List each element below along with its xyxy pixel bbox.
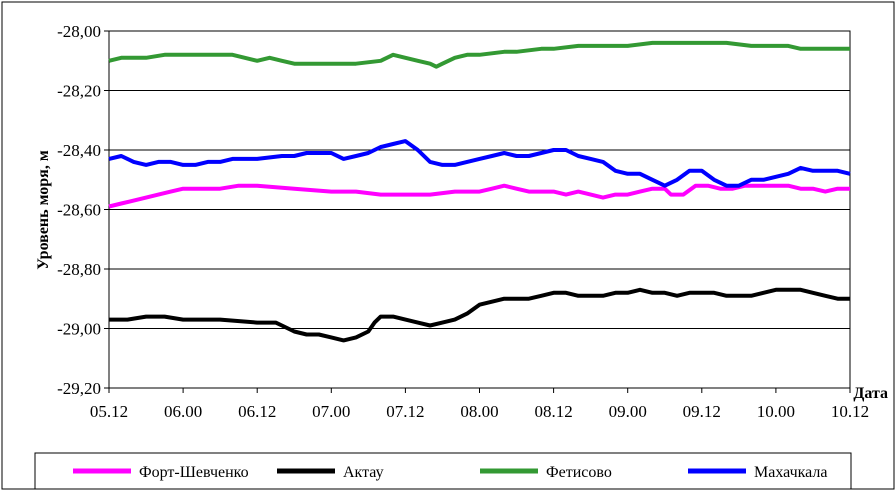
x-tick-label: 06.00 — [164, 402, 202, 421]
y-tick-label: -28,40 — [57, 141, 101, 160]
series-line-3 — [108, 40, 850, 69]
x-tick-label: 07.12 — [386, 402, 424, 421]
x-tick-label: 10.12 — [831, 402, 869, 421]
y-axis-label: Уровень моря, м — [35, 150, 52, 270]
y-tick-label: -28,80 — [57, 260, 101, 279]
series — [108, 40, 851, 343]
legend-label: Форт-Шевченко — [139, 464, 249, 481]
y-axis-ticks: -28,00 -28,20 -28,40 -28,60 -28,80 -29,00 -29,… — [57, 22, 109, 398]
y-tick-label: -29,20 — [57, 379, 101, 398]
y-tick-label: -28,20 — [57, 82, 101, 101]
y-tick-label: -28,60 — [57, 201, 101, 220]
x-axis-ticks: 05.12 06.00 06.12 07.00 07.12 08.00 08.12 09.00… — [90, 388, 869, 421]
x-axis-label: Дата — [853, 385, 888, 402]
series-line-1 — [108, 183, 850, 209]
x-tick-label: 10.00 — [757, 402, 795, 421]
x-tick-label: 08.00 — [460, 402, 498, 421]
legend-items: Форт-Шевченко Актау Фетисово Махачкала — [73, 464, 827, 481]
legend-label: Фетисово — [546, 464, 612, 481]
x-tick-label: 09.00 — [609, 402, 647, 421]
y-tick-label: -29,00 — [57, 320, 101, 339]
x-tick-label: 08.12 — [534, 402, 572, 421]
series-line-4 — [108, 139, 851, 188]
legend-label: Актау — [343, 464, 384, 481]
legend-label: Махачкала — [754, 464, 827, 481]
x-tick-label: 07.00 — [312, 402, 350, 421]
x-tick-label: 05.12 — [90, 402, 128, 421]
x-tick-label: 06.12 — [238, 402, 276, 421]
series-line-2 — [109, 287, 850, 343]
x-tick-label: 09.12 — [683, 402, 721, 421]
y-tick-label: -28,00 — [57, 22, 101, 41]
